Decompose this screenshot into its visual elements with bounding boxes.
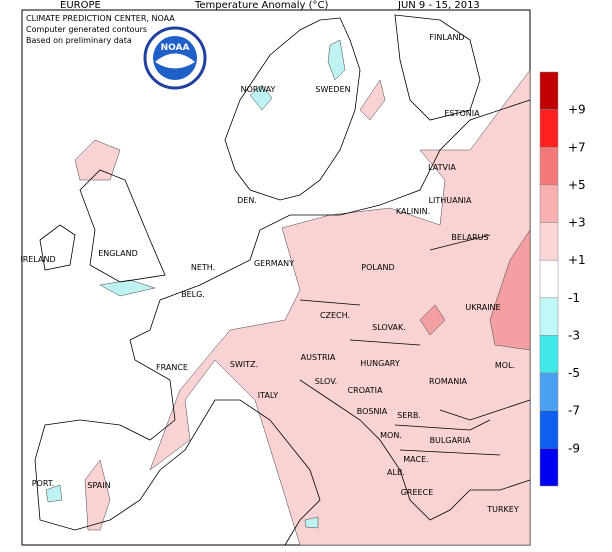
legend-swatch — [539, 372, 559, 411]
legend-label: +1 — [568, 253, 586, 267]
country-label: TURKEY — [486, 505, 519, 514]
anomaly-shading — [45, 39, 531, 546]
country-label: BOSNIA — [357, 407, 388, 416]
noaa-logo: NOAA — [143, 26, 207, 90]
country-label: ESTONIA — [444, 109, 480, 118]
legend-label: -7 — [568, 404, 580, 418]
legend-swatch — [539, 410, 559, 449]
country-label: ROMANIA — [429, 377, 468, 386]
period: JUN 9 - 15, 2013 — [397, 0, 480, 11]
map-title: Temperature Anomaly (°C) — [194, 0, 328, 11]
country-label: BULGARIA — [430, 436, 471, 445]
country-label: GREECE — [401, 488, 434, 497]
logo-text: NOAA — [161, 43, 190, 53]
legend-label: +3 — [568, 216, 586, 230]
country-label: BELARUS — [451, 233, 488, 242]
country-label: SLOVAK. — [372, 323, 406, 332]
credit-line: CLIMATE PREDICTION CENTER, NOAA — [26, 14, 175, 23]
country-label: MOL. — [495, 361, 515, 370]
coastlines — [34, 14, 531, 546]
country-label: IRELAND — [20, 255, 55, 264]
country-label: ITALY — [258, 391, 278, 400]
legend-label: -3 — [568, 328, 580, 342]
legend-label: -1 — [568, 291, 580, 305]
legend-swatch — [539, 448, 559, 487]
credit-line: Computer generated contours — [26, 25, 147, 34]
legend-swatch — [539, 109, 559, 148]
country-label: SPAIN — [87, 481, 110, 490]
legend-label: -5 — [568, 366, 580, 380]
country-label: ALB. — [387, 468, 405, 477]
legend-swatch — [539, 147, 559, 186]
legend-label: -9 — [568, 441, 580, 455]
country-label: FRANCE — [156, 363, 188, 372]
country-label: SERB. — [397, 411, 421, 420]
country-label: LITHUANIA — [429, 196, 472, 205]
region-title: EUROPE — [60, 0, 101, 11]
country-label: LATVIA — [428, 163, 456, 172]
legend-label: +9 — [568, 103, 586, 117]
country-label: KALININ. — [396, 207, 430, 216]
country-label: SLOV. — [315, 377, 337, 386]
country-label: MON. — [380, 431, 402, 440]
credit-line: Based on preliminary data — [26, 36, 132, 45]
country-label: CZECH. — [320, 311, 350, 320]
country-label: GERMANY — [254, 259, 294, 268]
legend-swatch — [539, 259, 559, 299]
country-labels: FINLAND NORWAY SWEDEN ESTONIA LATVIA LITHUANI… — [20, 33, 518, 514]
country-label: AUSTRIA — [301, 353, 336, 362]
country-label: ENGLAND — [98, 249, 138, 258]
country-label: CROATIA — [348, 386, 383, 395]
legend-swatch — [539, 71, 559, 110]
country-label: NORWAY — [241, 85, 276, 94]
country-label: UKRAINE — [465, 303, 500, 312]
color-legend: +9 +7 +5 +3 +1 -1 -3 -5 -7 -9 — [539, 71, 586, 487]
legend-label: +7 — [568, 140, 586, 154]
country-label: BELG. — [181, 290, 205, 299]
legend-label: +5 — [568, 178, 586, 192]
legend-swatch — [539, 335, 559, 374]
country-label: FINLAND — [429, 33, 464, 42]
country-label: PORT. — [32, 479, 55, 488]
country-label: NETH. — [191, 263, 215, 272]
country-label: POLAND — [361, 263, 394, 272]
legend-swatch — [539, 222, 559, 261]
legend-swatch — [539, 184, 559, 223]
country-label: HUNGARY — [360, 359, 400, 368]
country-label: SWEDEN — [315, 85, 350, 94]
country-label: MACE. — [403, 455, 428, 464]
country-label: DEN. — [237, 196, 257, 205]
legend-swatch — [539, 297, 559, 336]
country-label: SWITZ. — [230, 360, 258, 369]
